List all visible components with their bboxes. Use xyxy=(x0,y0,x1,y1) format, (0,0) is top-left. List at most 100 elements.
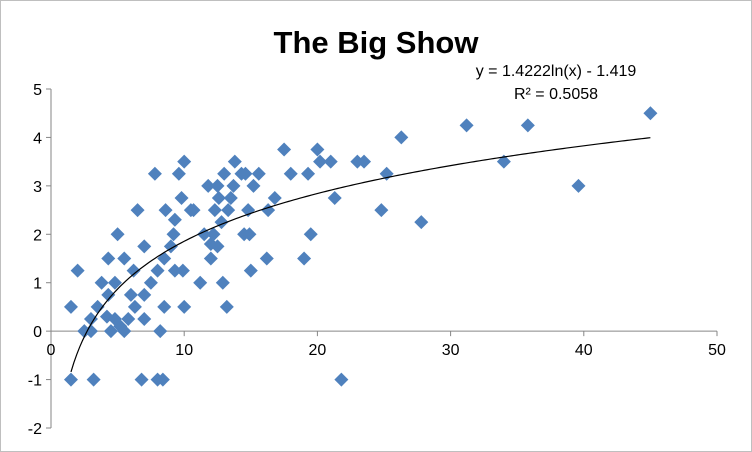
data-point xyxy=(70,263,85,278)
data-point xyxy=(520,118,535,133)
data-point xyxy=(63,299,78,314)
data-point xyxy=(246,178,261,193)
data-point xyxy=(226,178,241,193)
y-tick-label: 0 xyxy=(33,324,42,341)
data-point xyxy=(171,166,186,181)
data-point xyxy=(167,212,182,227)
data-point xyxy=(147,166,162,181)
data-point xyxy=(201,178,216,193)
data-point xyxy=(130,203,145,218)
data-point xyxy=(197,227,212,242)
data-point xyxy=(90,299,105,314)
data-point xyxy=(210,178,225,193)
data-point xyxy=(571,178,586,193)
y-tick-label: 3 xyxy=(33,179,42,196)
data-point xyxy=(259,251,274,266)
data-point xyxy=(211,190,226,205)
x-tick-labels: 0 10 20 30 40 50 xyxy=(47,342,726,359)
data-point xyxy=(206,227,221,242)
data-point xyxy=(137,239,152,254)
data-point xyxy=(334,372,349,387)
data-point xyxy=(143,275,158,290)
data-point xyxy=(227,154,242,169)
data-point xyxy=(157,299,172,314)
data-point xyxy=(158,203,173,218)
data-point xyxy=(414,215,429,230)
data-point xyxy=(193,275,208,290)
data-point xyxy=(243,263,258,278)
data-point xyxy=(203,251,218,266)
data-point xyxy=(153,324,168,339)
data-point xyxy=(94,275,109,290)
data-point xyxy=(83,312,98,327)
data-point xyxy=(103,324,118,339)
chart-title: The Big Show xyxy=(274,25,480,60)
data-point xyxy=(394,130,409,145)
data-point xyxy=(127,299,142,314)
data-point xyxy=(167,263,182,278)
data-point xyxy=(323,154,338,169)
data-point xyxy=(155,372,170,387)
data-point xyxy=(301,166,316,181)
x-tick-label: 50 xyxy=(708,342,726,359)
trendline xyxy=(70,137,651,373)
data-point xyxy=(186,203,201,218)
data-point xyxy=(313,154,328,169)
data-point xyxy=(110,227,125,242)
data-point xyxy=(126,263,141,278)
x-tick-label: 10 xyxy=(175,342,193,359)
y-tick-label: 4 xyxy=(33,130,42,147)
data-point xyxy=(86,372,101,387)
data-point xyxy=(101,251,116,266)
data-point xyxy=(297,251,312,266)
data-point xyxy=(83,324,98,339)
data-point xyxy=(150,263,165,278)
data-point xyxy=(101,287,116,302)
data-point xyxy=(267,190,282,205)
y-tick-label: -2 xyxy=(28,421,42,438)
y-tick-label: -1 xyxy=(28,373,42,390)
data-point xyxy=(107,275,122,290)
x-tick-label: 30 xyxy=(442,342,460,359)
y-tick-labels: 5 4 3 2 1 0 -1 -2 xyxy=(28,82,42,438)
data-point xyxy=(327,190,342,205)
data-point xyxy=(223,190,238,205)
data-point xyxy=(251,166,266,181)
x-tick-label: 20 xyxy=(309,342,327,359)
data-point xyxy=(357,154,372,169)
data-point xyxy=(207,203,222,218)
y-tick-label: 2 xyxy=(33,227,42,244)
data-point xyxy=(496,154,511,169)
data-point xyxy=(117,324,132,339)
data-point xyxy=(137,287,152,302)
data-point xyxy=(643,106,658,121)
data-point xyxy=(303,227,318,242)
data-point xyxy=(261,203,276,218)
data-point xyxy=(63,372,78,387)
data-point xyxy=(241,203,256,218)
y-tick-label: 1 xyxy=(33,276,42,293)
data-point xyxy=(166,227,181,242)
data-markers xyxy=(63,106,658,387)
data-point xyxy=(215,275,230,290)
data-point xyxy=(277,142,292,157)
data-point xyxy=(238,166,253,181)
x-tick-label: 40 xyxy=(575,342,593,359)
data-point xyxy=(174,190,189,205)
data-point xyxy=(121,312,136,327)
data-point xyxy=(374,203,389,218)
axes xyxy=(46,88,718,429)
data-point xyxy=(210,239,225,254)
trendline-equation: y = 1.4222ln(x) - 1.419 xyxy=(476,63,637,80)
data-point xyxy=(217,166,232,181)
data-point xyxy=(221,203,236,218)
data-point xyxy=(310,142,325,157)
data-point xyxy=(157,251,172,266)
data-point xyxy=(459,118,474,133)
data-point xyxy=(242,227,257,242)
data-point xyxy=(219,299,234,314)
data-point xyxy=(123,287,138,302)
data-point xyxy=(177,154,192,169)
